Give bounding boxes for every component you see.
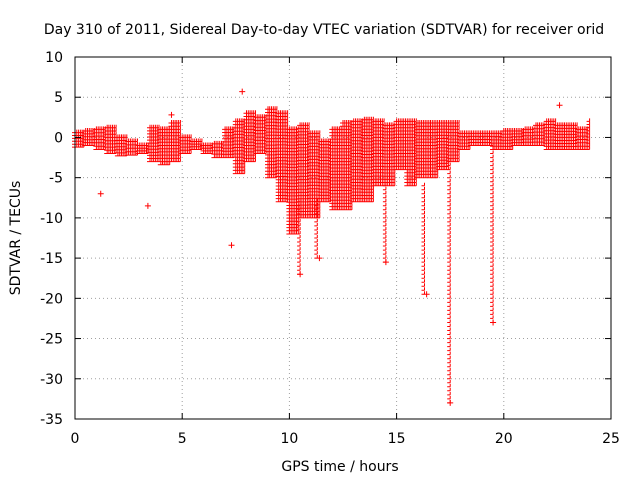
y-tick-label: -5 bbox=[49, 171, 63, 187]
chart-title: Day 310 of 2011, Sidereal Day-to-day VTE… bbox=[44, 22, 604, 38]
data-point bbox=[316, 255, 323, 262]
data-point bbox=[228, 242, 235, 249]
data-spike bbox=[314, 198, 318, 259]
data-point bbox=[382, 259, 389, 266]
data-point bbox=[168, 111, 175, 118]
data-spike bbox=[382, 182, 387, 263]
x-tick-label: 25 bbox=[602, 431, 620, 447]
y-tick-label: -10 bbox=[40, 211, 63, 227]
data-point bbox=[423, 291, 430, 298]
data-point bbox=[490, 319, 497, 326]
data-point bbox=[97, 190, 104, 197]
x-tick-label: 15 bbox=[388, 431, 406, 447]
axis-ticks: 0 5 10 15 20 25 10 5 0 -5 -10 -15 -20 -25 -30 -35 bbox=[40, 50, 620, 447]
y-tick-label: -25 bbox=[40, 332, 63, 348]
y-tick-label: 5 bbox=[54, 90, 63, 106]
data-point bbox=[239, 88, 246, 95]
data-point bbox=[447, 399, 454, 406]
y-tick-label: -35 bbox=[40, 412, 63, 428]
x-tick-label: 0 bbox=[71, 431, 80, 447]
plot-frame bbox=[74, 56, 612, 420]
data-series bbox=[72, 88, 591, 406]
y-tick-label: 0 bbox=[54, 130, 63, 146]
data-spike bbox=[297, 198, 301, 275]
y-tick-label: 10 bbox=[45, 50, 63, 66]
data-spike bbox=[447, 158, 451, 404]
grid-lines bbox=[75, 57, 611, 419]
data-point bbox=[297, 271, 304, 278]
data-band bbox=[72, 106, 591, 235]
data-spike bbox=[490, 142, 494, 323]
data-point bbox=[556, 102, 563, 109]
data-spike bbox=[421, 182, 425, 295]
y-tick-label: -30 bbox=[40, 372, 63, 388]
y-axis-title: SDTVAR / TECUs bbox=[8, 181, 24, 296]
y-tick-label: -20 bbox=[40, 291, 63, 307]
y-tick-label: -15 bbox=[40, 251, 63, 267]
data-point bbox=[144, 202, 151, 209]
x-tick-label: 10 bbox=[280, 431, 298, 447]
x-tick-label: 20 bbox=[495, 431, 513, 447]
x-axis-title: GPS time / hours bbox=[281, 459, 398, 475]
x-tick-label: 5 bbox=[178, 431, 187, 447]
